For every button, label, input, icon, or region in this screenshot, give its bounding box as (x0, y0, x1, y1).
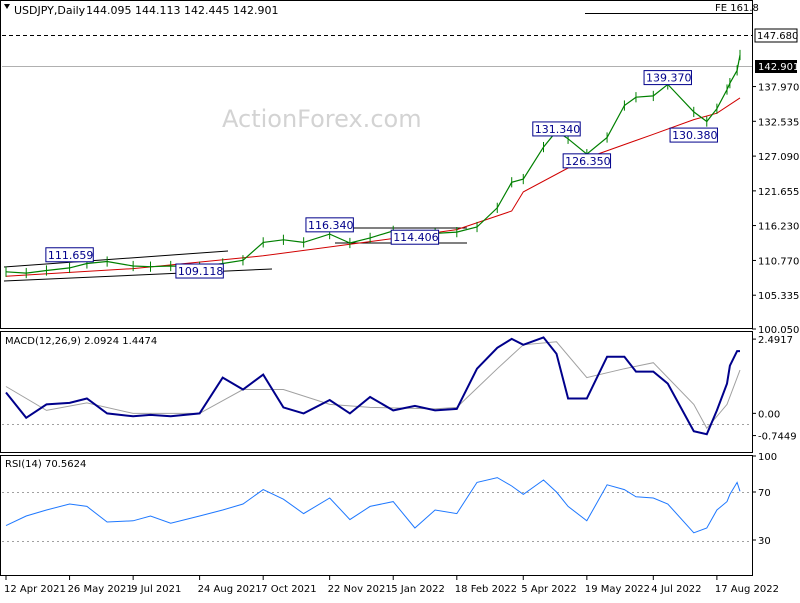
level-annotation-box (643, 70, 692, 86)
fibonacci-label: FE 161.8 (715, 3, 759, 14)
x-tick-label: 4 Jul 2022 (651, 584, 701, 595)
level-annotation-label: 139.370 (646, 72, 692, 85)
current-price-label: 142.901 (758, 62, 799, 73)
level-annotation-box (532, 121, 581, 137)
macd-panel-frame (0, 331, 753, 453)
price-y-tick-label: 121.655 (758, 187, 799, 198)
price-line (5, 54, 741, 274)
watermark: ActionForex.com (222, 105, 422, 133)
macd-series-layer (5, 336, 741, 436)
price-y-axis: 100.050 105.335 110.770 116.230 121.655 127.0… (752, 83, 799, 336)
chart-title-symbol-icon (4, 4, 10, 9)
rsi-line (5, 477, 741, 534)
price-y-tick-label: 127.090 (758, 152, 799, 163)
price-y-tick-label: 132.535 (758, 117, 799, 128)
current-price-tag (755, 60, 797, 73)
level-annotation-box (45, 247, 94, 263)
level-annotation-label: 116.340 (308, 219, 354, 232)
level-annotation-box (305, 217, 354, 233)
channel-upper-line (3, 250, 229, 268)
x-tick-label: 17 Aug 2022 (715, 584, 779, 595)
level-annotation-label: 109.118 (178, 265, 224, 278)
level-annotation-box (669, 127, 718, 143)
macd-y-tick-label: 2.4917 (758, 335, 793, 346)
x-tick-label: 18 Feb 2022 (455, 584, 517, 595)
macd-y-axis: 2.4917 0.00 -0.7449 (752, 335, 797, 443)
x-tick-label: 22 Nov 2021 (328, 584, 392, 595)
level-annotation-box (562, 153, 612, 169)
macd-y-tick-label: 0.00 (758, 409, 780, 420)
price-panel-frame (0, 0, 753, 329)
x-tick-label: 5 Jan 2022 (391, 584, 445, 595)
moving-average-line (5, 97, 741, 277)
price-annotation-layer: 111.659 109.118 116.340 114.406 131.340 126.3… (45, 70, 718, 279)
price-y-tick-label: 100.050 (758, 325, 799, 336)
price-series-layer (5, 49, 741, 279)
rsi-y-axis: 100 70 30 (752, 452, 777, 547)
rsi-y-tick-label: 30 (758, 536, 771, 547)
rsi-series-layer (5, 477, 741, 534)
macd-title: MACD(12,26,9) 2.0924 1.4474 (5, 336, 157, 347)
price-y-tick-label: 116.230 (758, 222, 799, 233)
level-annotation-label: 126.350 (565, 155, 611, 168)
macd-line (5, 336, 740, 436)
x-tick-label: 9 Jul 2021 (131, 584, 181, 595)
level-annotation-label: 114.406 (393, 231, 439, 244)
resistance-level-label: 147.680 (757, 31, 798, 42)
price-y-tick-label: 105.335 (758, 291, 799, 302)
rsi-y-tick-label: 70 (758, 488, 771, 499)
price-y-tick-label: 110.770 (758, 256, 799, 267)
level-annotation-box (390, 229, 440, 245)
macd-y-tick-label: -0.7449 (758, 432, 797, 443)
level-annotation-label: 130.380 (672, 129, 718, 142)
x-tick-label: 12 Apr 2021 (4, 584, 66, 595)
price-y-tick-label: 137.970 (758, 83, 799, 94)
level-annotation-label: 131.340 (535, 123, 581, 136)
resistance-level-tag (754, 28, 798, 43)
x-tick-label: 26 May 2021 (68, 584, 133, 595)
x-tick-label: 19 May 2022 (585, 584, 650, 595)
rsi-y-tick-label: 100 (758, 452, 777, 463)
channel-lower-line (3, 268, 273, 282)
rsi-panel-frame (0, 455, 753, 576)
chart-title: USDJPY,Daily (14, 4, 86, 17)
level-annotation-label: 111.659 (48, 249, 94, 262)
ohlc-header: 144.095 144.113 142.445 142.901 (86, 4, 278, 17)
x-tick-label: 7 Oct 2021 (261, 584, 316, 595)
level-annotation-box (175, 263, 224, 279)
x-tick-label: 5 Apr 2022 (521, 584, 576, 595)
x-tick-label: 24 Aug 2021 (198, 584, 262, 595)
rsi-title: RSI(14) 70.5624 (5, 459, 86, 470)
